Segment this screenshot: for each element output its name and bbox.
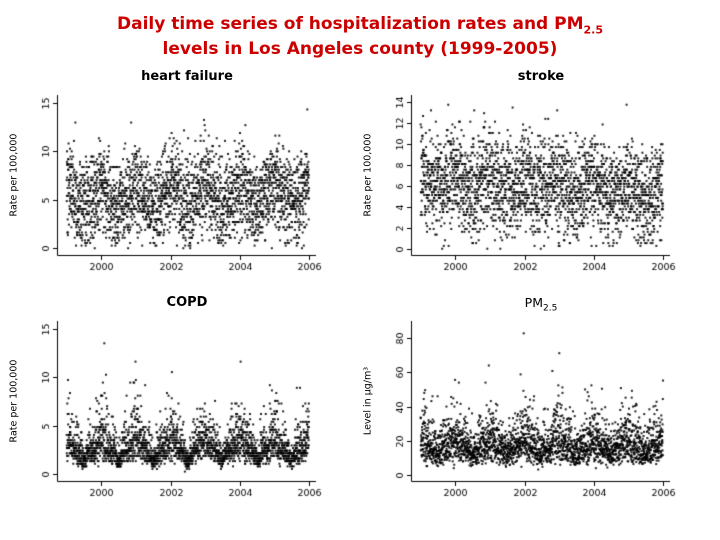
plot-title-text: PM xyxy=(524,295,543,311)
plot-panel-copd: COPD Rate per 100,000 xyxy=(6,295,358,517)
scatter-canvas-stroke xyxy=(376,87,676,286)
y-axis-label-heart-failure: Rate per 100,000 xyxy=(6,87,22,285)
plot-body: Level in µg/m³ xyxy=(360,313,712,512)
plot-body: Rate per 100,000 xyxy=(6,87,358,286)
y-axis-label-text: Rate per 100,000 xyxy=(8,133,20,217)
slide-title-line2: levels in Los Angeles county (1999-2005) xyxy=(162,39,558,60)
plot-title-subscript: 2.5 xyxy=(543,303,558,314)
plots-grid: heart failure Rate per 100,000 stroke Ra… xyxy=(0,69,720,517)
plot-title-text: stroke xyxy=(517,69,565,85)
plot-body: Rate per 100,000 xyxy=(360,87,712,286)
y-axis-label-text: Rate per 100,000 xyxy=(362,133,374,217)
slide-title-line1: Daily time series of hospitalization rat… xyxy=(0,13,720,38)
plot-title-text: COPD xyxy=(166,295,208,311)
y-axis-label-text: Rate per 100,000 xyxy=(8,359,20,443)
plot-title-pm25: PM2.5 xyxy=(410,295,672,314)
plot-body: Rate per 100,000 xyxy=(6,313,358,512)
scatter-canvas-copd xyxy=(22,313,322,512)
plot-title-stroke: stroke xyxy=(410,69,672,87)
y-axis-label-pm25: Level in µg/m³ xyxy=(360,313,376,511)
plot-panel-heart-failure: heart failure Rate per 100,000 xyxy=(6,69,358,291)
plot-title-text: heart failure xyxy=(141,69,233,85)
plot-panel-stroke: stroke Rate per 100,000 xyxy=(360,69,712,291)
scatter-canvas-pm25 xyxy=(376,313,676,512)
plot-title-heart-failure: heart failure xyxy=(56,69,318,87)
y-axis-label-text: Level in µg/m³ xyxy=(362,367,374,436)
y-axis-label-stroke: Rate per 100,000 xyxy=(360,87,376,285)
y-axis-label-copd: Rate per 100,000 xyxy=(6,313,22,511)
slide-title-subscript: 2.5 xyxy=(583,23,604,37)
scatter-canvas-heart-failure xyxy=(22,87,322,286)
slide-title-line1-text: Daily time series of hospitalization rat… xyxy=(116,14,584,34)
plot-title-copd: COPD xyxy=(56,295,318,313)
plot-panel-pm25: PM2.5 Level in µg/m³ xyxy=(360,295,712,517)
slide-title: Daily time series of hospitalization rat… xyxy=(0,0,720,61)
